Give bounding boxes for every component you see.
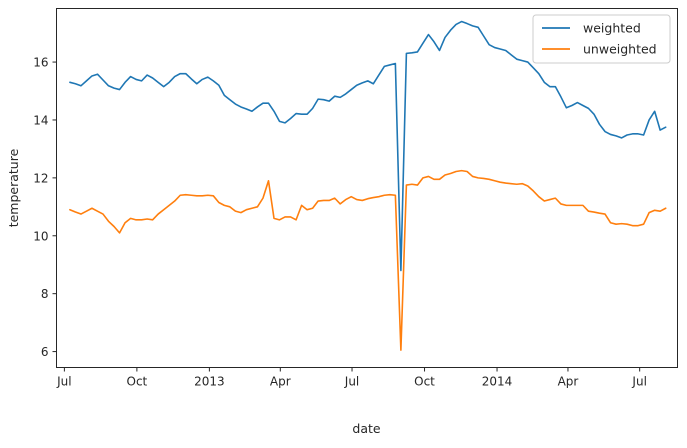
series-line-unweighted — [69, 169, 667, 351]
x-axis: Jul Oct 2013 Apr Jul Oct 2014 Apr Jul — [56, 367, 647, 389]
x-tick-label: Apr — [270, 375, 291, 389]
y-tick-label: 12 — [33, 171, 48, 185]
x-tick-label: Apr — [558, 375, 579, 389]
legend: weighted unweighted — [532, 14, 671, 64]
y-tick-label: 6 — [41, 345, 49, 359]
legend-label-unweighted: unweighted — [583, 42, 657, 57]
y-axis: 6 8 10 12 14 16 — [33, 56, 57, 359]
x-tick-label: Jul — [344, 375, 359, 389]
series-line-weighted — [69, 20, 667, 272]
x-tick-label: Oct — [414, 375, 435, 389]
y-tick-label: 8 — [41, 287, 49, 301]
x-tick-label: Oct — [127, 375, 148, 389]
series-layer — [69, 20, 667, 351]
x-axis-label: date — [352, 421, 380, 436]
x-tick-label: Jul — [631, 375, 646, 389]
y-tick-label: 14 — [33, 113, 48, 127]
x-tick-label: 2013 — [194, 375, 225, 389]
x-tick-label: Jul — [56, 375, 71, 389]
plot-frame — [56, 8, 678, 368]
legend-label-weighted: weighted — [583, 21, 641, 36]
y-tick-label: 16 — [33, 56, 48, 70]
legend-box — [532, 14, 671, 64]
y-axis-label: temperature — [6, 148, 21, 227]
y-tick-label: 10 — [33, 229, 48, 243]
x-tick-label: 2014 — [482, 375, 513, 389]
